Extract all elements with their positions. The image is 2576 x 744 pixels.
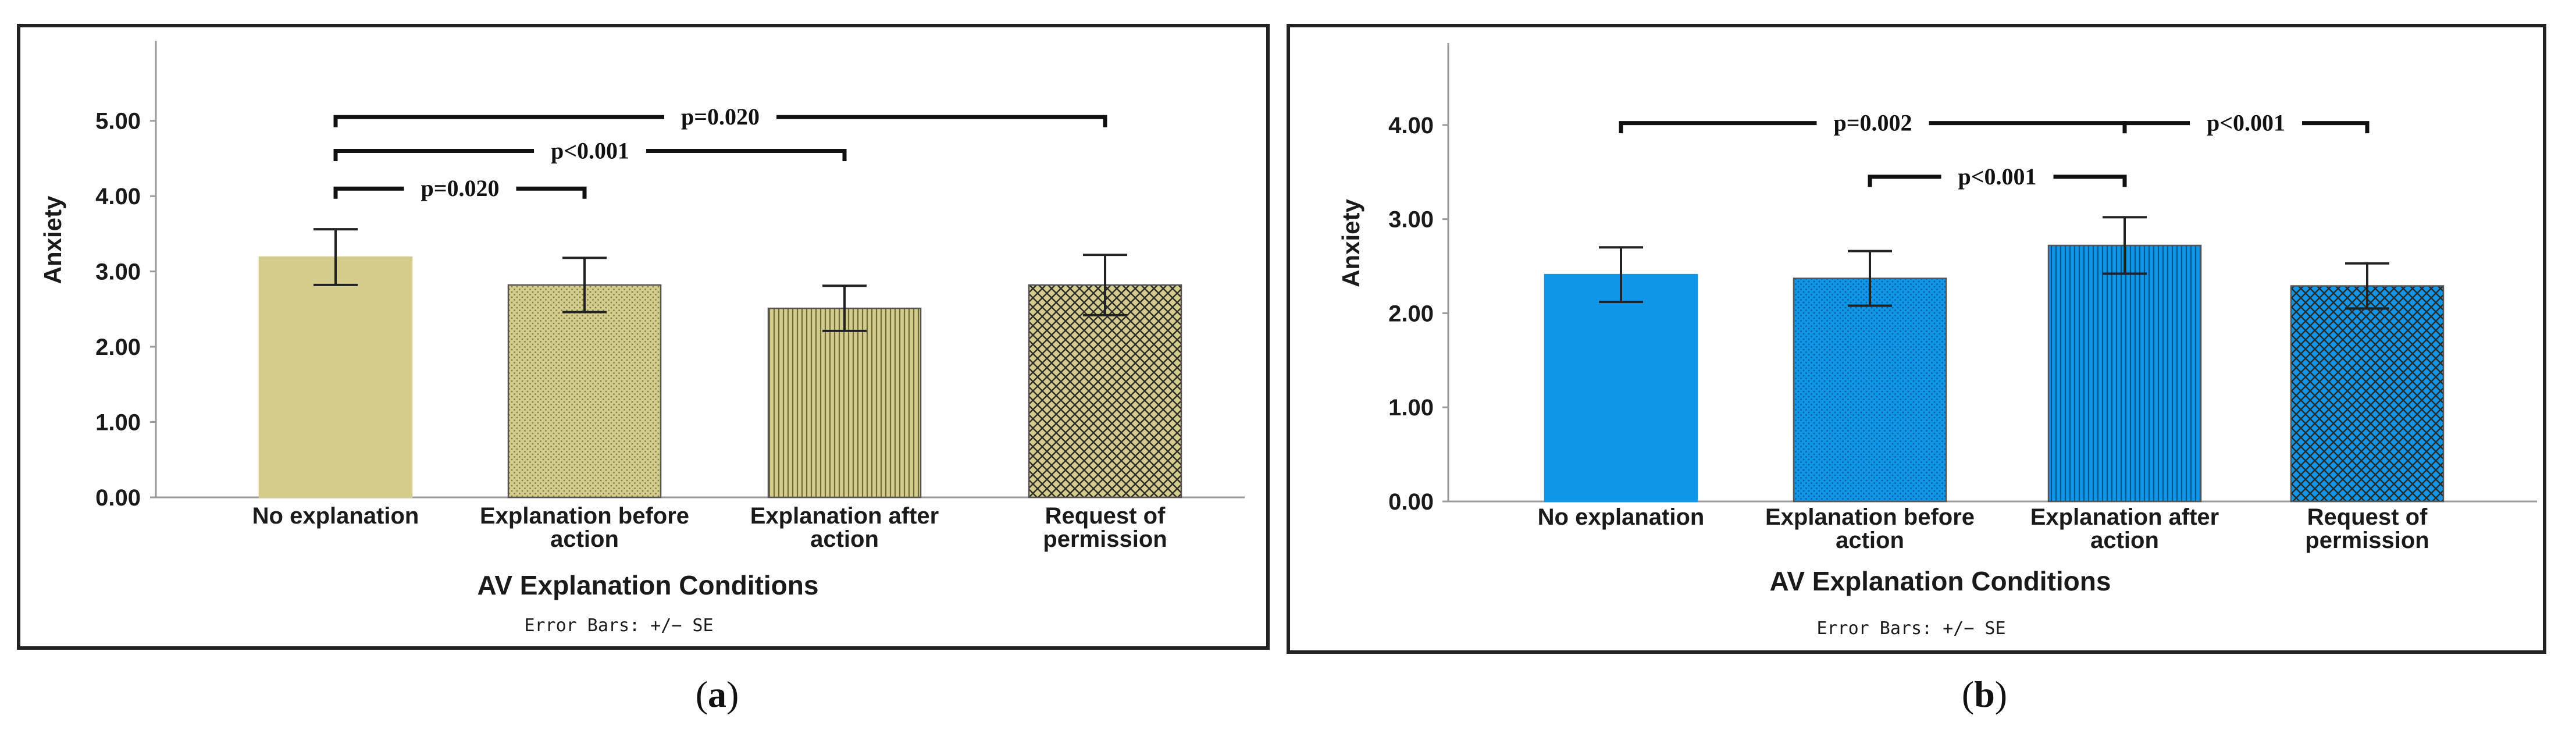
p-value-label: p=0.002 bbox=[1833, 110, 1912, 136]
x-axis-label: AV Explanation Conditions bbox=[478, 570, 819, 600]
significance-bracket-3: p<0.001 bbox=[1868, 163, 2127, 190]
error-bar-2 bbox=[1848, 250, 1892, 307]
panel-label: (a) bbox=[696, 674, 739, 715]
panel-label: (b) bbox=[1962, 674, 2007, 715]
chart-b: 0.00 1.00 2.00 3.00 4.00 Anxiety No explanatio… bbox=[1287, 24, 2546, 715]
bar-4 bbox=[1028, 284, 1182, 499]
significance-bracket-1: p=0.020 bbox=[333, 104, 1107, 130]
significance-bracket-2: p<0.001 bbox=[2122, 110, 2370, 136]
error-bar-2 bbox=[562, 257, 607, 314]
bar-4 bbox=[2290, 285, 2445, 503]
x-tick-label: Request of permission bbox=[1043, 503, 1167, 552]
x-tick-label: No explanation bbox=[1538, 504, 1705, 530]
x-tick-label: Explanation after action bbox=[750, 503, 939, 552]
bar-1 bbox=[258, 256, 413, 499]
error-bar-3 bbox=[822, 284, 867, 332]
y-tick-label: 3.00 bbox=[1388, 207, 1434, 233]
error-bar-note: Error Bars: +/− SE bbox=[1816, 618, 2005, 639]
y-tick-label: 1.00 bbox=[95, 410, 141, 436]
x-tick-label: Explanation after action bbox=[2030, 504, 2219, 553]
p-value-label: p<0.001 bbox=[2207, 110, 2285, 136]
y-tick-label: 0.00 bbox=[95, 485, 141, 511]
error-bar-4 bbox=[2345, 262, 2389, 310]
bar-3 bbox=[2047, 244, 2202, 503]
y-tick-label: 4.00 bbox=[95, 184, 141, 209]
error-bar-4 bbox=[1083, 254, 1127, 316]
x-axis-label: AV Explanation Conditions bbox=[1770, 566, 2111, 596]
y-axis-label: Anxiety bbox=[39, 195, 66, 284]
y-tick-label: 2.00 bbox=[95, 334, 141, 360]
y-tick-label: 5.00 bbox=[95, 109, 141, 134]
y-axis-label: Anxiety bbox=[1337, 199, 1364, 287]
bar-1 bbox=[1544, 273, 1698, 503]
x-tick-label: Explanation before action bbox=[480, 503, 689, 552]
significance-bracket-2: p<0.001 bbox=[333, 137, 847, 163]
y-tick-label: 1.00 bbox=[1388, 395, 1434, 421]
x-tick-label: Request of permission bbox=[2305, 504, 2429, 553]
error-bar-3 bbox=[2103, 216, 2147, 275]
y-tick-label: 4.00 bbox=[1388, 113, 1434, 138]
significance-bracket-3: p=0.020 bbox=[333, 175, 587, 201]
x-tick-label: No explanation bbox=[252, 503, 419, 529]
p-value-label: p=0.020 bbox=[421, 175, 499, 201]
error-bar-1 bbox=[313, 228, 358, 286]
error-bar-1 bbox=[1599, 246, 1643, 304]
y-tick-label: 0.00 bbox=[1388, 489, 1434, 515]
x-tick-label: Explanation before action bbox=[1765, 504, 1975, 553]
y-tick-label: 2.00 bbox=[1388, 301, 1434, 326]
chart-a: 0.00 1.00 2.00 3.00 4.00 5.00 Anxiety No explan… bbox=[17, 24, 1270, 715]
p-value-label: p=0.020 bbox=[681, 104, 760, 130]
p-value-label: p<0.001 bbox=[551, 137, 629, 163]
bar-2 bbox=[1793, 277, 1947, 503]
bar-3 bbox=[767, 307, 922, 499]
error-bar-note: Error Bars: +/− SE bbox=[524, 615, 713, 636]
y-tick-label: 3.00 bbox=[95, 259, 141, 285]
p-value-label: p<0.001 bbox=[1958, 163, 2036, 190]
bar-2 bbox=[507, 284, 662, 499]
